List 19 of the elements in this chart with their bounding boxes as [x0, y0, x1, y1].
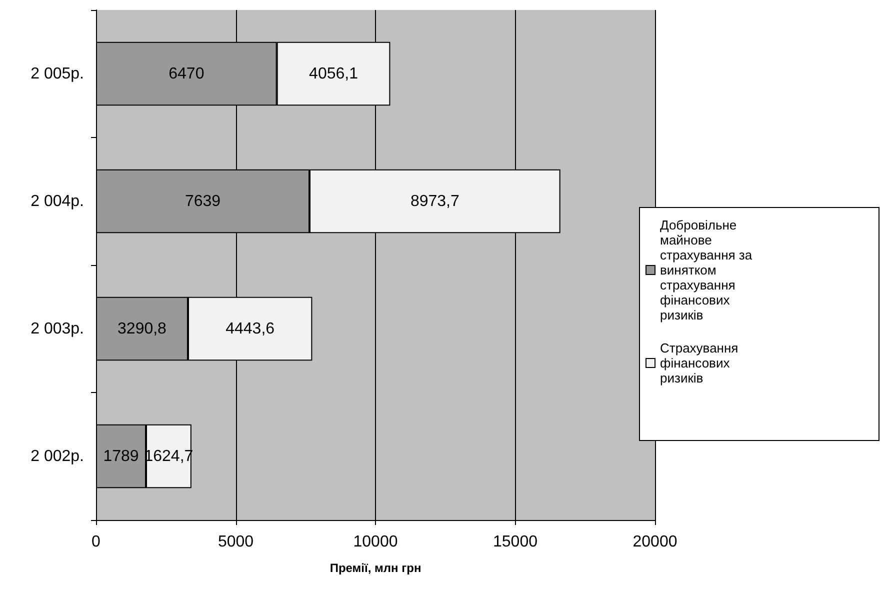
x-tick-label: 20000: [632, 534, 678, 550]
y-tick-label: 2 005р.: [30, 65, 84, 82]
data-label: 7639: [184, 192, 221, 210]
x-tick-label: 15000: [493, 534, 538, 550]
data-label: 3290,8: [118, 320, 167, 338]
data-label: 8973,7: [410, 192, 460, 210]
y-tick-label: 2 004р.: [30, 192, 84, 210]
data-label: 4443,6: [226, 320, 275, 338]
legend-label: Добровільне майнове страхування за винятком страхування фінансових ризиків: [660, 218, 756, 322]
data-label: 1789: [103, 448, 139, 465]
x-tick-label: 10000: [353, 534, 398, 550]
y-tick-label: 2 002р.: [30, 448, 84, 465]
data-label: 6470: [168, 65, 204, 82]
y-tick-label: 2 003р.: [30, 320, 84, 338]
x-axis-title: Премії, млн грн: [330, 561, 422, 575]
data-label: 4056,1: [309, 65, 358, 82]
x-tick-label: 5000: [218, 534, 254, 550]
x-tick-label: 0: [92, 534, 101, 550]
legend-label: Страхування фінансових ризиків: [660, 340, 742, 386]
